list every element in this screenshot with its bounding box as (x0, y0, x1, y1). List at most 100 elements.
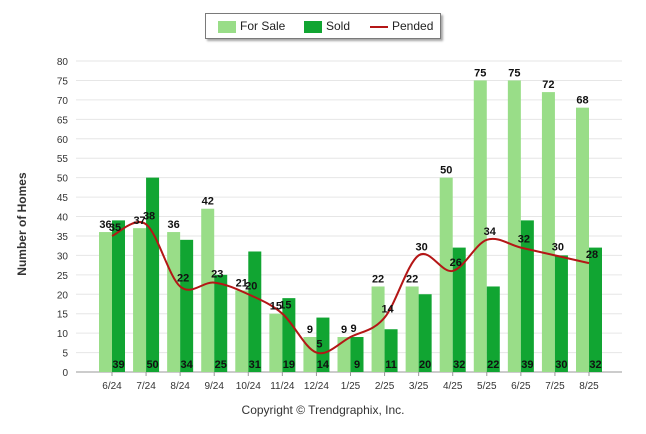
y-tick-label: 5 (62, 349, 68, 360)
bar-sold (214, 274, 228, 372)
bar-sold (486, 286, 500, 372)
data-label-pended: 38 (143, 210, 155, 222)
data-label-sold: 9 (354, 359, 360, 371)
pended-line (111, 221, 590, 355)
x-tick-label: 7/24 (136, 381, 156, 392)
data-labels-layer: 3639375036344225213115199149922112220503… (99, 67, 601, 371)
data-label-for-sale: 75 (508, 67, 520, 79)
data-label-for-sale: 72 (542, 79, 554, 91)
y-tick-label: 30 (57, 251, 69, 262)
data-label-for-sale: 68 (576, 95, 588, 107)
data-label-for-sale: 50 (440, 165, 452, 177)
y-axis-ticks: 0 5 10 15 20 25 30 35 40 45 50 55 60 65 70 75 80 (57, 57, 69, 379)
y-tick-label: 0 (62, 368, 68, 379)
y-tick-label: 55 (57, 154, 69, 165)
bar-for-sale (507, 80, 521, 372)
bar-sold (248, 251, 262, 372)
sold-swatch (304, 21, 322, 33)
data-label-for-sale: 42 (202, 196, 214, 208)
bar-sold (418, 294, 432, 372)
y-tick-label: 50 (57, 174, 69, 185)
pended-swatch (370, 26, 388, 28)
y-tick-label: 45 (57, 193, 69, 204)
bar-for-sale (576, 107, 589, 373)
data-label-for-sale: 36 (99, 219, 111, 231)
x-tick-label: 8/25 (579, 381, 599, 392)
data-label-sold: 32 (453, 359, 465, 371)
data-label-sold: 11 (385, 359, 397, 371)
bar-sold (316, 317, 330, 372)
y-tick-label: 80 (57, 57, 69, 68)
bar-sold (384, 329, 398, 372)
for-sale-swatch (218, 21, 236, 33)
x-tick-label: 12/24 (304, 381, 329, 392)
legend-sold[interactable]: Sold (326, 19, 351, 33)
data-label-pended: 30 (552, 241, 564, 253)
x-tick-label: 6/24 (102, 381, 122, 392)
data-label-pended: 15 (279, 300, 291, 312)
bar-sold (520, 220, 534, 372)
bar-for-sale (439, 177, 453, 372)
data-label-pended: 26 (450, 257, 462, 269)
data-label-sold: 30 (555, 359, 567, 371)
data-label-pended: 14 (381, 304, 394, 316)
bar-sold (589, 247, 602, 372)
data-label-pended: 9 (350, 323, 356, 335)
data-label-for-sale: 9 (307, 324, 313, 336)
bar-for-sale (235, 290, 249, 372)
data-label-for-sale: 15 (270, 301, 282, 313)
data-label-pended: 5 (316, 339, 322, 351)
x-tick-label: 10/24 (236, 381, 261, 392)
data-label-for-sale: 22 (406, 273, 418, 285)
data-label-pended: 20 (245, 280, 257, 292)
x-tick-label: 8/24 (170, 381, 190, 392)
data-label-pended: 32 (518, 234, 530, 246)
y-tick-label: 40 (57, 213, 69, 224)
copyright-text: Copyright © Trendgraphix, Inc. (241, 403, 405, 417)
bar-sold (112, 220, 125, 372)
x-tick-label: 9/24 (204, 381, 224, 392)
x-tick-label: 3/25 (409, 381, 429, 392)
bar-sold (452, 247, 466, 372)
bar-sold (350, 337, 364, 372)
y-tick-label: 70 (57, 96, 69, 107)
data-label-for-sale: 36 (168, 219, 180, 231)
x-axis-ticks: 6/24 7/24 8/24 9/24 10/24 11/24 12/24 1/25 2/25 3… (102, 372, 599, 392)
y-tick-label: 35 (57, 232, 69, 243)
data-label-sold: 50 (146, 359, 158, 371)
data-label-sold: 25 (215, 359, 227, 371)
bar-for-sale (167, 232, 181, 372)
data-label-pended: 30 (416, 241, 428, 253)
y-tick-label: 75 (57, 76, 69, 87)
x-tick-label: 2/25 (375, 381, 395, 392)
y-tick-label: 10 (57, 329, 69, 340)
data-label-pended: 28 (586, 249, 598, 261)
data-label-for-sale: 21 (236, 277, 248, 289)
data-label-for-sale: 9 (341, 324, 347, 336)
x-tick-label: 1/25 (341, 381, 361, 392)
bar-for-sale (337, 337, 351, 372)
x-tick-label: 7/25 (545, 381, 565, 392)
data-label-pended: 22 (177, 272, 189, 284)
bar-for-sale (133, 228, 147, 372)
y-tick-label: 65 (57, 115, 69, 126)
data-label-sold: 31 (249, 359, 261, 371)
bar-sold (146, 177, 160, 372)
data-label-sold: 19 (283, 359, 295, 371)
data-label-for-sale: 37 (133, 215, 145, 227)
legend-for-sale[interactable]: For Sale (240, 19, 286, 33)
y-tick-label: 25 (57, 271, 69, 282)
data-label-sold: 22 (487, 359, 499, 371)
y-axis-label: Number of Homes (15, 172, 29, 276)
legend: For Sale Sold Pended (205, 13, 441, 39)
bar-for-sale (99, 232, 112, 372)
legend-pended[interactable]: Pended (392, 19, 434, 33)
bar-for-sale (371, 286, 385, 372)
bar-for-sale (473, 80, 487, 372)
y-tick-label: 20 (57, 290, 69, 301)
bar-for-sale (541, 92, 555, 372)
bar-for-sale (269, 313, 283, 372)
data-label-sold: 39 (521, 359, 533, 371)
bar-for-sale (405, 286, 419, 372)
